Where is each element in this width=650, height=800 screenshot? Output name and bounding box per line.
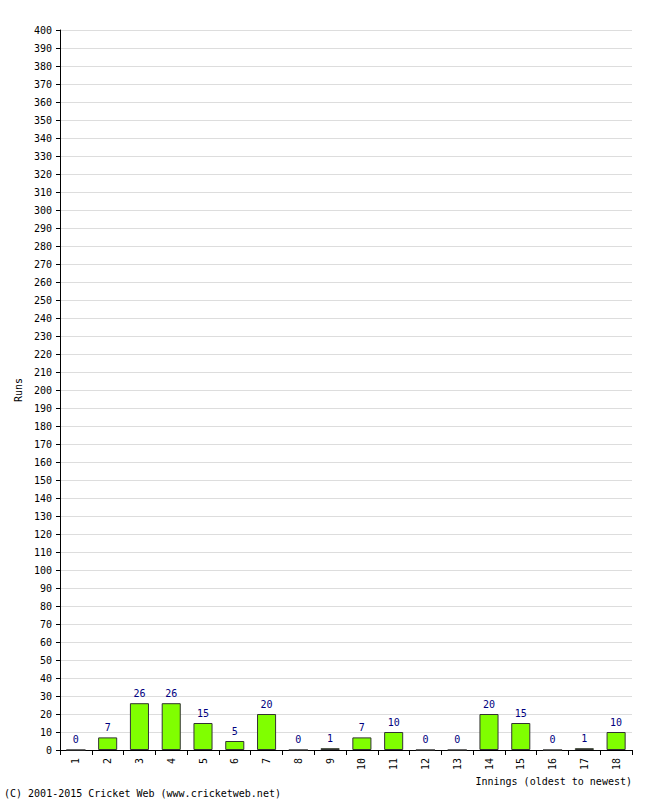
svg-text:390: 390 (34, 43, 52, 54)
svg-text:9: 9 (325, 758, 336, 764)
svg-text:280: 280 (34, 241, 52, 252)
svg-text:4: 4 (166, 758, 177, 764)
svg-text:3: 3 (134, 758, 145, 764)
svg-text:220: 220 (34, 349, 52, 360)
svg-text:270: 270 (34, 259, 52, 270)
svg-text:10: 10 (388, 717, 400, 728)
svg-text:170: 170 (34, 439, 52, 450)
svg-text:5: 5 (232, 726, 238, 737)
svg-text:40: 40 (40, 673, 52, 684)
svg-text:5: 5 (198, 758, 209, 764)
svg-text:7: 7 (359, 722, 365, 733)
svg-text:110: 110 (34, 547, 52, 558)
svg-text:230: 230 (34, 331, 52, 342)
svg-text:15: 15 (197, 708, 209, 719)
svg-text:Runs: Runs (13, 378, 24, 402)
svg-text:30: 30 (40, 691, 52, 702)
svg-text:200: 200 (34, 385, 52, 396)
svg-text:300: 300 (34, 205, 52, 216)
svg-text:0: 0 (295, 734, 301, 745)
svg-text:240: 240 (34, 313, 52, 324)
svg-text:1: 1 (327, 733, 333, 744)
svg-text:10: 10 (610, 717, 622, 728)
svg-text:70: 70 (40, 619, 52, 630)
svg-text:17: 17 (579, 758, 590, 770)
svg-text:2: 2 (102, 758, 113, 764)
svg-text:13: 13 (452, 758, 463, 770)
svg-text:100: 100 (34, 565, 52, 576)
svg-text:1: 1 (581, 733, 587, 744)
svg-text:0: 0 (550, 734, 556, 745)
svg-text:380: 380 (34, 61, 52, 72)
svg-text:160: 160 (34, 457, 52, 468)
svg-text:120: 120 (34, 529, 52, 540)
svg-text:(C) 2001-2015 Cricket Web (www: (C) 2001-2015 Cricket Web (www.cricketwe… (4, 788, 281, 799)
svg-text:1: 1 (70, 758, 81, 764)
svg-text:260: 260 (34, 277, 52, 288)
svg-text:6: 6 (229, 758, 240, 764)
svg-text:26: 26 (133, 688, 145, 699)
svg-text:400: 400 (34, 25, 52, 36)
svg-text:Innings (oldest to newest): Innings (oldest to newest) (475, 776, 632, 787)
svg-text:180: 180 (34, 421, 52, 432)
svg-text:340: 340 (34, 133, 52, 144)
svg-text:18: 18 (611, 758, 622, 770)
svg-text:20: 20 (483, 699, 495, 710)
svg-text:320: 320 (34, 169, 52, 180)
svg-text:350: 350 (34, 115, 52, 126)
svg-text:210: 210 (34, 367, 52, 378)
svg-text:80: 80 (40, 601, 52, 612)
svg-text:150: 150 (34, 475, 52, 486)
svg-text:370: 370 (34, 79, 52, 90)
svg-text:26: 26 (165, 688, 177, 699)
svg-text:16: 16 (547, 758, 558, 770)
svg-text:310: 310 (34, 187, 52, 198)
svg-text:12: 12 (420, 758, 431, 770)
svg-text:15: 15 (515, 708, 527, 719)
svg-text:290: 290 (34, 223, 52, 234)
svg-text:130: 130 (34, 511, 52, 522)
svg-text:60: 60 (40, 637, 52, 648)
svg-text:10: 10 (356, 758, 367, 770)
svg-text:140: 140 (34, 493, 52, 504)
svg-text:8: 8 (293, 758, 304, 764)
svg-text:15: 15 (515, 758, 526, 770)
svg-text:0: 0 (73, 734, 79, 745)
svg-text:360: 360 (34, 97, 52, 108)
svg-text:10: 10 (40, 727, 52, 738)
svg-text:7: 7 (261, 758, 272, 764)
svg-text:7: 7 (105, 722, 111, 733)
svg-text:0: 0 (46, 745, 52, 756)
svg-text:20: 20 (40, 709, 52, 720)
svg-text:330: 330 (34, 151, 52, 162)
svg-text:50: 50 (40, 655, 52, 666)
svg-text:20: 20 (261, 699, 273, 710)
svg-text:90: 90 (40, 583, 52, 594)
svg-text:0: 0 (422, 734, 428, 745)
svg-text:0: 0 (454, 734, 460, 745)
svg-text:14: 14 (484, 758, 495, 770)
svg-text:11: 11 (388, 758, 399, 770)
svg-text:250: 250 (34, 295, 52, 306)
svg-text:190: 190 (34, 403, 52, 414)
